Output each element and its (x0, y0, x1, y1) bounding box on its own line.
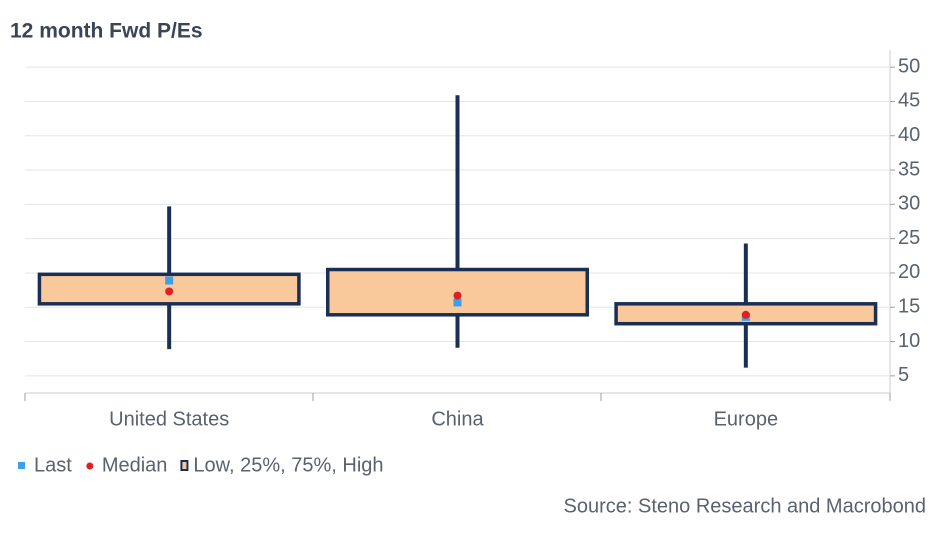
legend-swatch (180, 460, 189, 471)
median-marker (165, 287, 174, 296)
x-tick-label: Europe (714, 408, 779, 430)
median-marker (453, 291, 462, 300)
legend-label: Last (34, 454, 72, 476)
x-tick-label: China (431, 408, 484, 430)
last-marker (453, 298, 462, 307)
y-tick-label: 5 (898, 364, 909, 386)
chart-title: 12 month Fwd P/Es (10, 20, 203, 43)
x-tick-label: United States (109, 408, 229, 430)
legend-label: Low, 25%, 75%, High (193, 454, 383, 476)
y-tick-label: 25 (898, 227, 920, 249)
y-tick-label: 35 (898, 158, 920, 180)
y-tick-label: 50 (898, 55, 920, 77)
y-tick-label: 20 (898, 261, 920, 283)
last-marker (165, 276, 174, 285)
legend-label: Median (102, 454, 168, 476)
legend-swatch (18, 462, 25, 469)
y-tick-label: 45 (898, 90, 920, 112)
source: Source: Steno Research and Macrobond (564, 495, 926, 517)
legend-swatch (86, 462, 94, 470)
x-axis-ticks (24, 393, 891, 401)
y-tick-label: 30 (898, 193, 920, 215)
median-marker (741, 310, 750, 319)
y-tick-label: 40 (898, 124, 920, 146)
y-tick-label: 15 (898, 296, 920, 318)
y-tick-label: 10 (898, 330, 920, 352)
